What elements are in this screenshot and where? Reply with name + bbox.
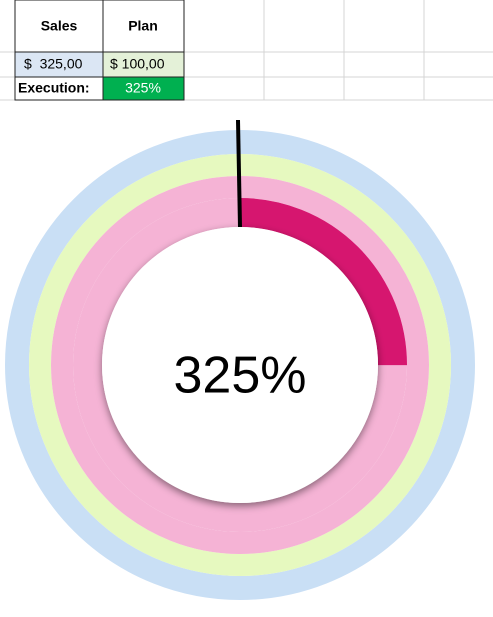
needle: [236, 119, 242, 228]
plan-cell-bg: [103, 52, 184, 77]
plan-cell: $ 100,00: [110, 56, 165, 72]
execution-cell: 325%: [125, 80, 161, 96]
sales-cell: $ 325,00: [24, 56, 83, 72]
center-disc: [102, 227, 378, 503]
gauge: 325%: [5, 119, 475, 600]
grid: [0, 0, 493, 101]
header-cell: Plan: [128, 18, 158, 34]
center-label: 325%: [174, 347, 307, 405]
sales-cell-bg: [15, 52, 103, 77]
execution-cell-bg: [103, 77, 184, 100]
execution-label: Execution:: [18, 80, 90, 96]
header-cell: Sales: [41, 18, 78, 34]
table-border: [14, 0, 185, 101]
